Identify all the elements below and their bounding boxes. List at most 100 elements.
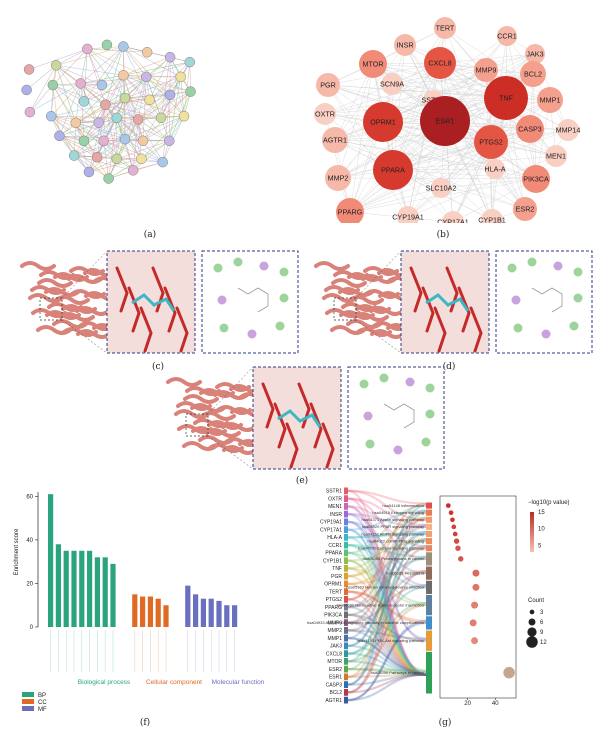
node-mmp2: [325, 165, 351, 191]
f-bar-cc: [155, 598, 161, 627]
panel-a-network: [10, 20, 200, 225]
node-label-slc10a2: SLC10A2: [426, 184, 457, 193]
gene-label-insr: INSR: [330, 512, 342, 518]
network-a-node: [144, 94, 155, 106]
node-label-hla-a: HLA-A: [484, 165, 505, 174]
network-a-edge: [80, 83, 126, 99]
network-a-node: [184, 56, 195, 68]
sankey-flow: [347, 505, 427, 676]
sankey-flow: [347, 547, 427, 694]
node-cyp19a1: [397, 206, 419, 223]
network-a-edge: [160, 61, 191, 118]
sankey-flow: [347, 532, 427, 539]
network-a-edge: [83, 76, 147, 102]
ligand-stick: [425, 293, 470, 312]
residue-circle: [233, 257, 243, 267]
network-a-node: [21, 84, 32, 96]
network-a-edge: [29, 65, 57, 113]
node-pik3ca: [522, 165, 550, 193]
pathway-bar: [426, 502, 432, 509]
network-b-edge: [327, 84, 409, 218]
network-a-edge: [26, 65, 57, 91]
helix: [215, 382, 251, 392]
zoom-line: [61, 319, 108, 354]
network-a-node: [78, 135, 90, 147]
network-b-edge: [382, 121, 454, 223]
pathway-bar: [426, 552, 432, 566]
node-label-tnf: TNF: [499, 94, 514, 103]
caption-g: (g): [438, 718, 452, 728]
gene-bar-ppara: [344, 549, 348, 557]
residue-stick: [175, 306, 189, 353]
residue-stick: [139, 306, 153, 353]
node-mmp1: [537, 87, 563, 113]
node-cyp17a1: [442, 211, 464, 223]
helix: [185, 386, 221, 396]
network-b-edge: [382, 121, 526, 210]
network-a-edge: [80, 83, 100, 123]
sankey-flow: [347, 513, 427, 528]
sankey-flow: [347, 540, 427, 562]
sankey-flow: [347, 540, 427, 671]
residue-stick: [421, 286, 435, 333]
network-a-edge: [75, 122, 109, 179]
residue-circle: [513, 323, 523, 333]
network-b-edge: [349, 141, 492, 213]
sankey-flow: [347, 528, 427, 674]
sankey-flow: [347, 513, 427, 676]
residue-circle: [219, 323, 229, 333]
network-a-node: [47, 79, 59, 91]
node-label-oxtr: OXTR: [315, 110, 335, 119]
g-dot: [448, 510, 454, 516]
network-a-node: [23, 64, 35, 75]
g-size-legend-label: 6: [540, 620, 544, 626]
residue-stick: [151, 266, 165, 313]
gene-label-mmp9: MMP9: [328, 620, 343, 626]
gene-bar-cyp19a1: [344, 518, 348, 526]
network-a-edge: [105, 104, 118, 159]
sankey-flow: [347, 505, 427, 642]
network-a-node: [82, 43, 93, 55]
network-a-edge: [137, 94, 171, 120]
network-a-edge: [80, 83, 104, 141]
sankey-flow: [347, 504, 427, 663]
network-b-edge: [452, 178, 537, 223]
residue-circle: [279, 267, 289, 277]
node-label-cyp17a1: CYP17A1: [437, 218, 469, 224]
sankey-flow: [347, 544, 427, 558]
helix: [31, 308, 67, 318]
network-a-edge: [116, 140, 170, 160]
zoom-box: [333, 297, 357, 321]
network-b-edge: [407, 141, 492, 218]
network-b-edge: [337, 141, 492, 179]
sankey-flow: [347, 536, 427, 676]
node-tert: [434, 17, 456, 39]
node-label-cyp19a1: CYP19A1: [392, 213, 424, 222]
pathway-bar: [426, 509, 432, 516]
residue-circle: [359, 379, 369, 389]
sankey-flow: [347, 619, 427, 702]
sankey-flow: [347, 629, 427, 676]
helix: [52, 319, 88, 329]
g-dot: [453, 538, 460, 544]
f-y-tick-label: 0: [30, 625, 34, 631]
sankey-flow: [347, 551, 427, 676]
residue-circle: [379, 373, 389, 383]
g-color-legend-tick: 5: [538, 543, 542, 549]
network-a-edge: [124, 76, 147, 140]
gene-label-cxcl8: CXCL8: [326, 651, 342, 657]
pathway-bar: [426, 530, 432, 538]
network-a-edge: [141, 116, 185, 160]
gene-bar-esr1: [344, 673, 348, 681]
network-a-edge: [50, 85, 54, 117]
sankey-flow: [347, 590, 427, 622]
helix: [331, 278, 367, 288]
network-a-node: [100, 99, 111, 110]
network-a-node: [132, 114, 144, 125]
residue-circle: [425, 383, 435, 393]
gene-label-cyp19a1: CYP19A1: [320, 520, 342, 526]
node-label-mmp9: MMP9: [476, 66, 497, 75]
network-b-edge: [382, 121, 557, 157]
network-a-edge: [59, 117, 117, 137]
gene-bar-mmp1: [344, 634, 348, 642]
